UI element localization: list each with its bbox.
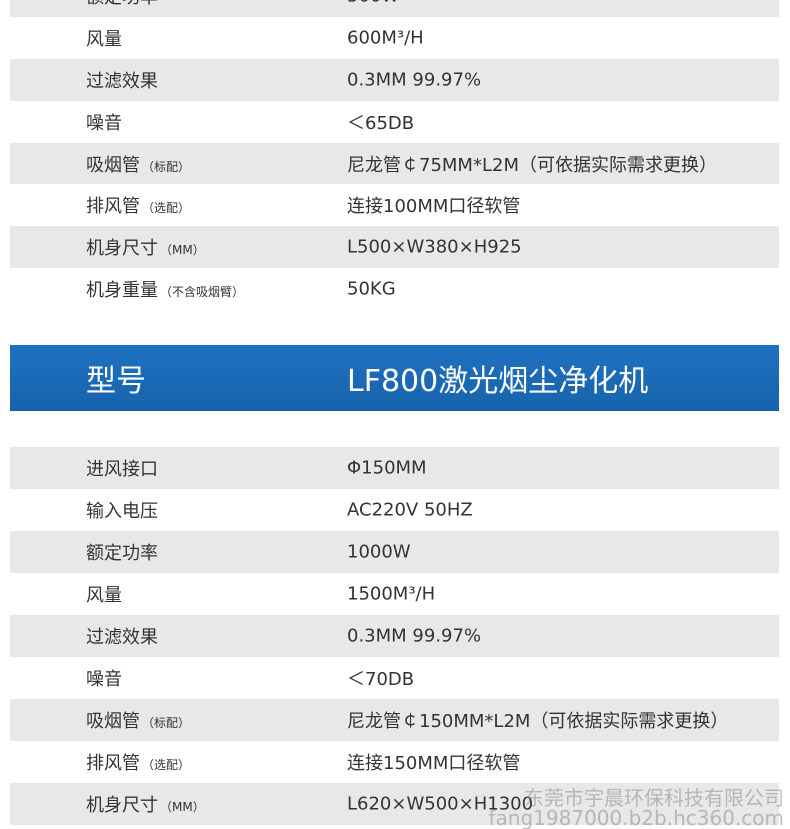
spec-row: 额定功率 1000W <box>10 531 779 573</box>
spec-value: 0.3MM 99.97% <box>347 69 482 91</box>
spec-value: 500W <box>347 0 399 6</box>
spec-row: 机身重量 （不含吸烟臂） 50KG <box>10 268 779 310</box>
label-text: 吸烟管 <box>86 154 140 176</box>
label-note: （标配） <box>142 716 191 730</box>
spec-value: 600M³/H <box>347 27 424 49</box>
header-label: 型号 <box>86 364 146 399</box>
spec-label: 过滤效果 <box>86 623 158 649</box>
label-note: （MM） <box>160 800 205 814</box>
spec-value: 1000W <box>347 541 411 563</box>
spec-row: 进风接口 Φ150MM <box>10 447 779 489</box>
spec-value: AC220V 50HZ <box>347 499 473 521</box>
label-text: 吸烟管 <box>86 711 140 732</box>
spec-row: 排风管 （选配） 连接150MM口径软管 <box>10 741 779 783</box>
spec-label: 机身尺寸 （MM） <box>86 791 205 817</box>
label-note: （选配） <box>142 201 191 216</box>
spec-value: 1500M³/H <box>347 583 436 605</box>
spec-label: 风量 <box>86 25 122 51</box>
watermark-company: 东莞市宇晨环保科技有限公司 <box>524 786 784 810</box>
spec-label: 风量 <box>86 581 122 607</box>
label-note: （不含吸烟臂） <box>160 285 245 300</box>
watermark-url: fang1987000.b2b.hc360.com <box>488 806 785 829</box>
label-text: 噪音 <box>86 669 122 690</box>
spec-row: 风量 600M³/H <box>10 17 779 59</box>
spec-row: 排风管 （选配） 连接100MM口径软管 <box>10 185 779 227</box>
spec-label: 机身尺寸 （MM） <box>86 234 205 260</box>
spec-label: 排风管 （选配） <box>86 192 190 218</box>
spec-label: 过滤效果 <box>86 67 158 93</box>
spec-row: 过滤效果 0.3MM 99.97% <box>10 615 779 657</box>
spec-value: ＜70DB <box>347 669 415 690</box>
spec-value: Φ150MM <box>347 457 427 479</box>
spec-row: 风量 1500M³/H <box>10 573 779 615</box>
spec-value: 连接150MM口径软管 <box>347 753 521 774</box>
spec-value: L620×W500×H1300 <box>347 793 534 815</box>
spec-row: 吸烟管 （标配） 尼龙管￠150MM*L2M（可依据实际需求更换） <box>10 699 779 741</box>
label-note: （标配） <box>142 159 191 174</box>
spec-label: 噪音 <box>86 665 122 691</box>
spec-value: 尼龙管￠75MM*L2M（可依据实际需求更换） <box>347 154 717 176</box>
spec-value: L500×W380×H925 <box>347 236 522 258</box>
spec-row: 机身尺寸 （MM） L500×W380×H925 <box>10 226 779 269</box>
header-value: LF800激光烟尘净化机 <box>347 364 649 399</box>
spec-row: 吸烟管 （标配） 尼龙管￠75MM*L2M（可依据实际需求更换） <box>10 142 779 185</box>
model-header: 型号 LF800激光烟尘净化机 <box>10 345 779 411</box>
spec-row: 机身尺寸 （MM） L620×W500×H1300 <box>10 783 779 825</box>
spec-label: 吸烟管 （标配） <box>86 151 190 177</box>
spec-value: ＜65DB <box>347 112 415 134</box>
spec-value: 连接100MM口径软管 <box>347 196 521 218</box>
label-text: 机身尺寸 <box>86 238 158 260</box>
label-text: 额定功率 <box>86 543 158 564</box>
spec-label: 输入电压 <box>86 497 158 523</box>
label-text: 噪音 <box>86 112 122 134</box>
spec-label: 机身重量 （不含吸烟臂） <box>86 276 244 302</box>
label-text: 风量 <box>86 585 122 606</box>
spec-row: 噪音 ＜65DB <box>10 101 779 143</box>
label-text: 机身重量 <box>86 280 158 302</box>
spec-label: 额定功率 <box>86 539 158 565</box>
spec-value: 50KG <box>347 278 396 300</box>
label-note: （MM） <box>160 243 205 258</box>
label-text: 输入电压 <box>86 501 158 522</box>
spec-row: 额定功率 500W <box>10 0 779 17</box>
spec-label: 噪音 <box>86 109 122 135</box>
label-text: 过滤效果 <box>86 627 158 648</box>
spec-row: 过滤效果 0.3MM 99.97% <box>10 58 779 101</box>
label-text: 风量 <box>86 28 122 50</box>
spec-label: 额定功率 <box>86 0 158 9</box>
spec-row: 噪音 ＜70DB <box>10 657 779 699</box>
label-text: 额定功率 <box>86 0 158 8</box>
label-text: 排风管 <box>86 753 140 774</box>
label-text: 排风管 <box>86 196 140 218</box>
spec-label: 吸烟管 （标配） <box>86 707 190 733</box>
spec-row: 输入电压 AC220V 50HZ <box>10 489 779 531</box>
label-text: 进风接口 <box>86 459 158 480</box>
label-text: 过滤效果 <box>86 70 158 92</box>
spec-value: 尼龙管￠150MM*L2M（可依据实际需求更换） <box>347 711 729 732</box>
label-text: 机身尺寸 <box>86 795 158 816</box>
label-note: （选配） <box>142 758 191 772</box>
spec-label: 进风接口 <box>86 455 158 481</box>
spec-label: 排风管 （选配） <box>86 749 190 775</box>
spec-value: 0.3MM 99.97% <box>347 625 482 647</box>
